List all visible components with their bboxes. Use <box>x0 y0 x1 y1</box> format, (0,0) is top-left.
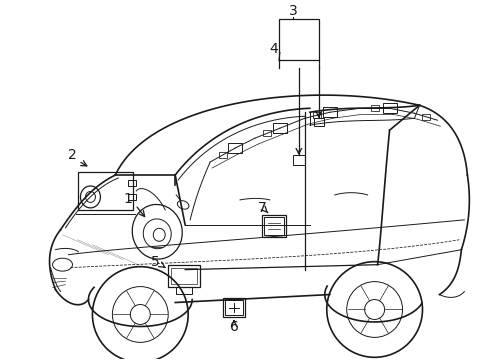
Bar <box>421 114 429 120</box>
Bar <box>171 268 197 284</box>
Text: 1: 1 <box>123 192 133 206</box>
Bar <box>168 265 200 287</box>
Bar <box>272 123 286 133</box>
Text: 2: 2 <box>68 148 77 162</box>
Text: 3: 3 <box>288 4 297 18</box>
Text: 6: 6 <box>229 320 238 334</box>
Bar <box>223 298 244 318</box>
Bar <box>322 107 336 117</box>
Bar <box>292 155 304 165</box>
Bar <box>382 103 396 113</box>
Bar <box>224 300 243 315</box>
Text: 4: 4 <box>269 41 278 55</box>
Text: 5: 5 <box>151 255 159 269</box>
Bar <box>370 105 378 111</box>
Bar <box>313 118 323 126</box>
Bar <box>313 112 321 118</box>
Bar <box>278 19 318 60</box>
Bar <box>227 143 242 153</box>
Bar <box>263 130 271 136</box>
Bar <box>78 172 133 210</box>
Bar <box>176 287 192 293</box>
Bar <box>128 180 136 186</box>
Bar <box>218 152 226 158</box>
Bar <box>262 215 285 237</box>
Text: 7: 7 <box>257 201 266 215</box>
Bar <box>264 217 284 235</box>
Bar <box>128 194 136 200</box>
